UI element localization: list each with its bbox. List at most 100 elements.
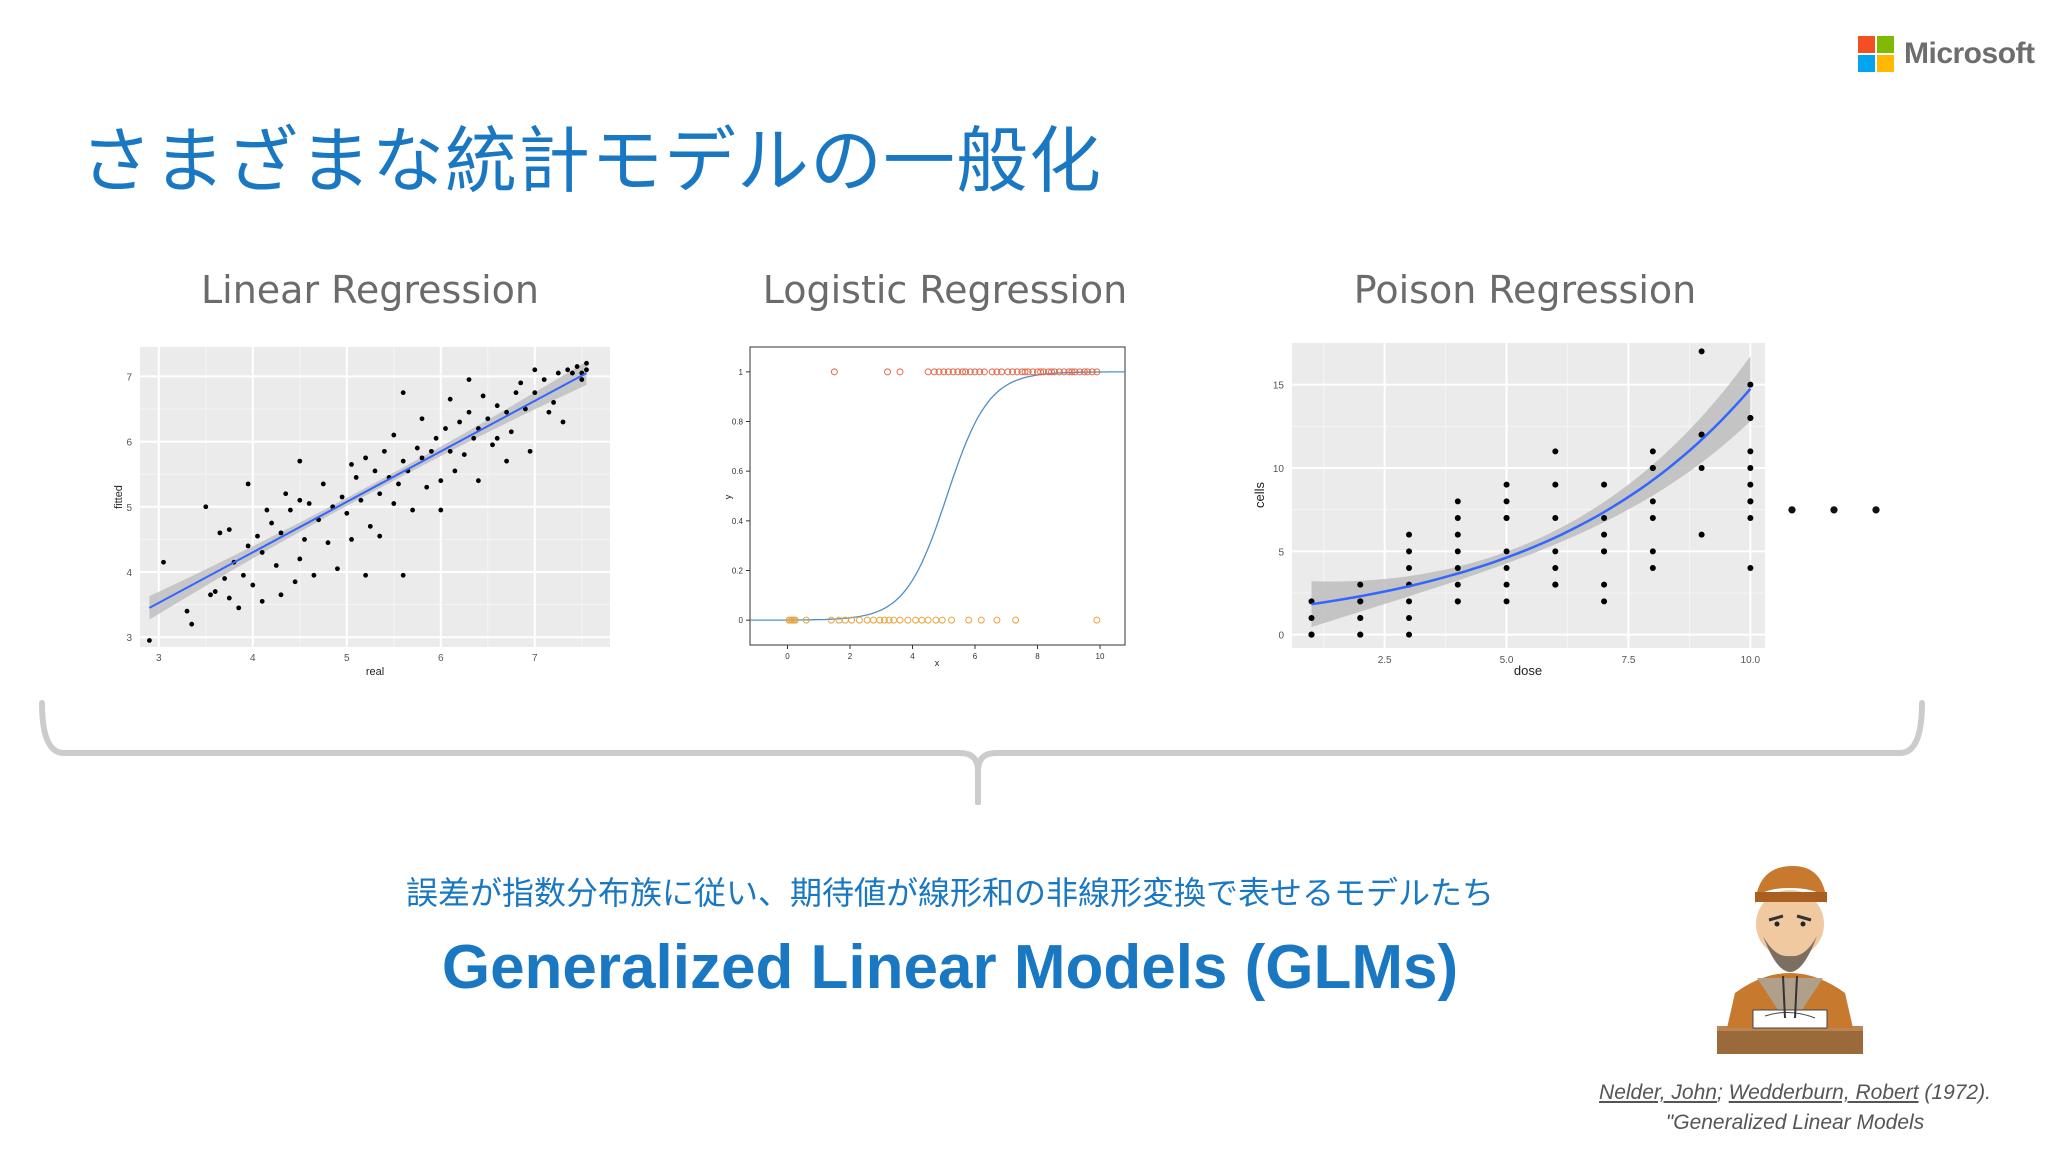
logistic-point-y1 bbox=[1009, 368, 1016, 376]
citation-author-nelder-link[interactable]: Nelder, John bbox=[1599, 1081, 1717, 1104]
linear-point bbox=[532, 367, 538, 373]
logistic-point-y0 bbox=[904, 616, 912, 624]
poisson-point bbox=[1747, 565, 1754, 571]
poisson-point bbox=[1552, 548, 1559, 555]
linear-point bbox=[396, 481, 401, 487]
linear-y-tick-label: 5 bbox=[126, 503, 132, 514]
logistic-point-y1 bbox=[1048, 368, 1056, 376]
logistic-point-y1 bbox=[1004, 368, 1012, 376]
linear-point bbox=[367, 523, 373, 529]
poisson-point bbox=[1649, 548, 1656, 555]
poisson-point bbox=[1747, 498, 1754, 505]
poisson-x-tick-label: 5.0 bbox=[1500, 655, 1514, 666]
linear-y-label: fitted bbox=[113, 485, 125, 509]
poisson-point bbox=[1747, 481, 1754, 488]
glm-description: 誤差が指数分布族に従い、期待値が線形和の非線形変換で表せるモデルたち bbox=[405, 874, 1494, 912]
linear-point bbox=[452, 468, 458, 474]
linear-point bbox=[433, 435, 439, 441]
linear-regression-chart: 3 4 5 6 7 3 4 5 6 7 real fitted bbox=[113, 347, 610, 678]
linear-point bbox=[508, 429, 514, 435]
linear-point bbox=[438, 507, 444, 513]
linear-point bbox=[311, 572, 317, 578]
linear-point bbox=[278, 530, 284, 536]
linear-point bbox=[306, 501, 312, 506]
linear-point bbox=[391, 501, 397, 506]
linear-point bbox=[349, 461, 354, 467]
linear-point bbox=[222, 576, 227, 581]
linear-point bbox=[363, 572, 368, 578]
logistic-point-y1 bbox=[980, 368, 988, 376]
linear-point bbox=[208, 592, 213, 598]
poisson-point bbox=[1747, 448, 1754, 455]
poisson-point bbox=[1698, 348, 1705, 355]
poisson-point bbox=[1698, 465, 1705, 471]
linear-point bbox=[147, 638, 152, 643]
logistic-point-y1 bbox=[1080, 368, 1088, 376]
linear-x-tick-label: 5 bbox=[344, 653, 350, 664]
poisson-point bbox=[1357, 615, 1364, 621]
poisson-point bbox=[1747, 415, 1754, 421]
linear-y-tick-label: 7 bbox=[126, 372, 132, 383]
logistic-point-y0 bbox=[855, 616, 863, 624]
linear-tick-labels: 3 4 5 6 7 3 4 5 6 7 bbox=[126, 372, 538, 664]
linear-point bbox=[358, 497, 364, 503]
logistic-point-y1 bbox=[944, 368, 952, 376]
poisson-point bbox=[1503, 498, 1510, 505]
linear-fit-line bbox=[148, 372, 587, 609]
linear-point bbox=[226, 595, 232, 601]
linear-x-tick-label: 6 bbox=[438, 653, 444, 664]
glm-heading: Generalized Linear Models (GLMs) bbox=[441, 933, 1459, 1002]
poisson-point bbox=[1649, 515, 1656, 521]
linear-point bbox=[217, 530, 223, 536]
citation-separator: ; bbox=[1716, 1081, 1723, 1104]
linear-point bbox=[363, 455, 368, 461]
poisson-point bbox=[1357, 631, 1364, 638]
linear-point bbox=[466, 377, 472, 383]
linear-point bbox=[490, 442, 495, 448]
logistic-point-y1 bbox=[1037, 368, 1045, 376]
linear-point bbox=[579, 377, 585, 383]
linear-point bbox=[335, 566, 340, 572]
linear-point bbox=[447, 448, 453, 454]
linear-point bbox=[443, 426, 448, 431]
poisson-point bbox=[1649, 565, 1656, 571]
logistic-point-y1 bbox=[940, 368, 948, 376]
poisson-point bbox=[1406, 631, 1413, 638]
logistic-point-y0 bbox=[1093, 616, 1101, 624]
poisson-point bbox=[1308, 631, 1315, 638]
logistic-point-y0 bbox=[965, 616, 973, 624]
slide-title: さまざまな統計モデルの一般化 bbox=[80, 119, 1103, 203]
linear-point bbox=[429, 448, 434, 454]
logistic-point-y0 bbox=[827, 616, 835, 624]
citation-author-wedderburn-link[interactable]: Wedderburn, Robert bbox=[1728, 1081, 1919, 1104]
logistic-point-y0 bbox=[791, 616, 799, 624]
linear-point bbox=[414, 445, 420, 451]
linear-point bbox=[297, 497, 303, 503]
linear-point bbox=[382, 448, 387, 454]
linear-point bbox=[494, 435, 500, 441]
logistic-point-y1 bbox=[1055, 368, 1063, 376]
scholar-illustration bbox=[1717, 866, 1863, 1054]
logistic-x-tick-label: 10 bbox=[1096, 652, 1105, 661]
poisson-tick-labels: 2.5 5.0 7.5 10.0 0 5 10 15 bbox=[1273, 381, 1761, 666]
linear-point bbox=[344, 510, 350, 516]
linear-point bbox=[565, 367, 571, 373]
linear-point bbox=[466, 409, 472, 415]
linear-point bbox=[269, 520, 274, 526]
linear-point bbox=[560, 419, 566, 425]
logistic-x-tick-label: 8 bbox=[1035, 652, 1040, 661]
linear-point bbox=[349, 536, 354, 542]
linear-x-tick-label: 3 bbox=[156, 653, 162, 664]
logistic-y-tick-label: 0.4 bbox=[732, 517, 744, 526]
poisson-band-shape bbox=[1311, 356, 1751, 628]
linear-point bbox=[485, 416, 491, 422]
poisson-point bbox=[1454, 598, 1461, 605]
logistic-point-y1 bbox=[1021, 368, 1029, 376]
linear-point bbox=[471, 435, 477, 441]
logistic-point-y1 bbox=[1071, 368, 1079, 376]
linear-point bbox=[551, 400, 556, 405]
linear-point bbox=[273, 563, 279, 568]
logistic-point-y1 bbox=[1029, 368, 1037, 376]
logistic-point-y1 bbox=[1024, 368, 1032, 376]
logistic-point-y0 bbox=[876, 616, 884, 624]
